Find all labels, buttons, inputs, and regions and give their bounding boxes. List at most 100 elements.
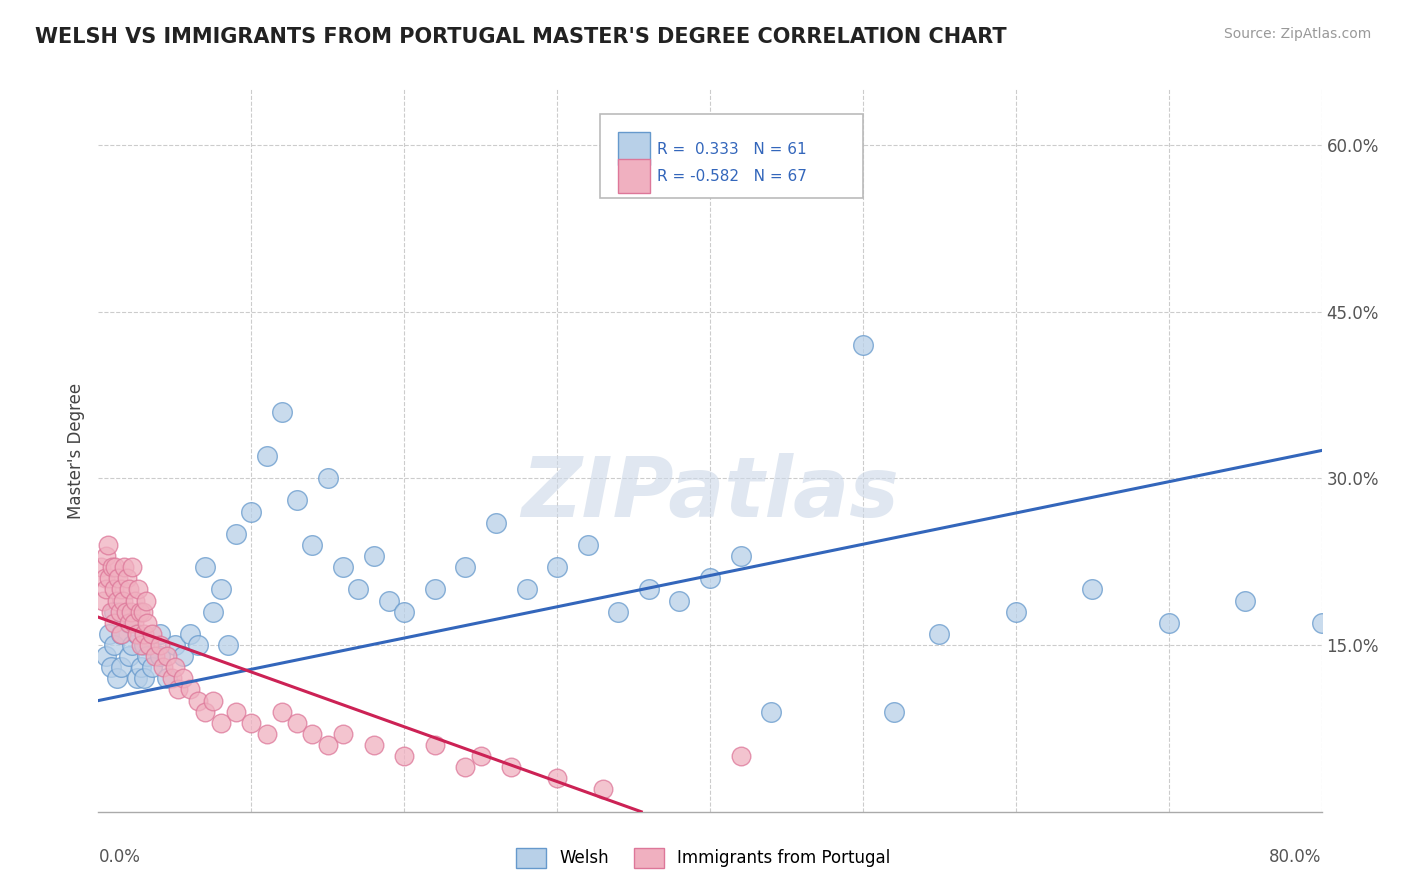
Point	[129, 638, 152, 652]
Point	[121, 560, 143, 574]
Point	[94, 549, 117, 563]
Point	[110, 627, 132, 641]
Point	[163, 638, 186, 652]
Point	[187, 693, 209, 707]
Point	[501, 760, 523, 774]
Point	[423, 738, 446, 752]
Point	[108, 605, 131, 619]
Point	[103, 605, 125, 619]
Point	[103, 615, 125, 630]
Point	[883, 705, 905, 719]
Point	[163, 660, 186, 674]
Point	[118, 615, 141, 630]
Point	[454, 560, 477, 574]
FancyBboxPatch shape	[600, 114, 863, 198]
Point	[209, 582, 232, 597]
Point	[105, 671, 128, 685]
Point	[110, 627, 132, 641]
Point	[134, 627, 156, 641]
Point	[1157, 615, 1180, 630]
Point	[194, 560, 217, 574]
Point	[141, 627, 163, 641]
Point	[149, 627, 172, 641]
Point	[160, 671, 183, 685]
Point	[546, 560, 568, 574]
Point	[117, 571, 139, 585]
Point	[156, 671, 179, 685]
Point	[179, 627, 201, 641]
Point	[125, 627, 148, 641]
FancyBboxPatch shape	[619, 160, 650, 193]
Point	[392, 605, 416, 619]
Point	[141, 660, 163, 674]
Point	[363, 549, 385, 563]
Point	[1004, 605, 1026, 619]
Point	[127, 582, 149, 597]
Point	[118, 649, 141, 664]
Point	[121, 638, 143, 652]
Point	[378, 593, 401, 607]
Point	[516, 582, 538, 597]
Point	[124, 593, 146, 607]
Point	[316, 738, 339, 752]
Point	[134, 638, 156, 652]
Point	[209, 715, 232, 730]
Point	[132, 605, 155, 619]
Point	[100, 605, 122, 619]
Point	[128, 605, 150, 619]
Point	[136, 615, 159, 630]
Point	[202, 605, 225, 619]
Point	[332, 727, 354, 741]
Point	[98, 627, 121, 641]
Point	[118, 615, 141, 630]
Text: Source: ZipAtlas.com: Source: ZipAtlas.com	[1223, 27, 1371, 41]
Point	[363, 738, 385, 752]
Text: ZIPatlas: ZIPatlas	[522, 453, 898, 534]
Point	[152, 660, 174, 674]
Point	[852, 338, 875, 352]
Point	[110, 582, 132, 597]
Point	[112, 560, 135, 574]
Point	[172, 649, 194, 664]
Point	[470, 749, 492, 764]
Point	[576, 538, 599, 552]
Point	[256, 449, 278, 463]
Point	[93, 571, 115, 585]
Point	[546, 772, 568, 786]
Legend: Welsh, Immigrants from Portugal: Welsh, Immigrants from Portugal	[509, 841, 897, 875]
Point	[125, 671, 148, 685]
FancyBboxPatch shape	[619, 132, 650, 165]
Point	[172, 671, 194, 685]
Point	[699, 571, 721, 585]
Point	[240, 715, 263, 730]
Point	[135, 593, 157, 607]
Point	[91, 593, 114, 607]
Point	[129, 660, 152, 674]
Point	[194, 705, 217, 719]
Point	[111, 593, 134, 607]
Point	[730, 749, 752, 764]
Point	[454, 760, 477, 774]
Point	[179, 682, 201, 697]
Point	[217, 638, 239, 652]
Point	[98, 571, 121, 585]
Point	[668, 593, 690, 607]
Point	[423, 582, 446, 597]
Point	[1310, 615, 1333, 630]
Point	[115, 605, 138, 619]
Text: 0.0%: 0.0%	[98, 847, 141, 866]
Point	[285, 493, 308, 508]
Point	[301, 727, 323, 741]
Point	[270, 705, 292, 719]
Point	[101, 560, 124, 574]
Point	[485, 516, 508, 530]
Point	[285, 715, 308, 730]
Point	[607, 605, 630, 619]
Point	[90, 560, 112, 574]
Point	[332, 560, 354, 574]
Point	[392, 749, 416, 764]
Point	[225, 526, 247, 541]
Point	[103, 638, 125, 652]
Point	[730, 549, 752, 563]
Point	[100, 660, 122, 674]
